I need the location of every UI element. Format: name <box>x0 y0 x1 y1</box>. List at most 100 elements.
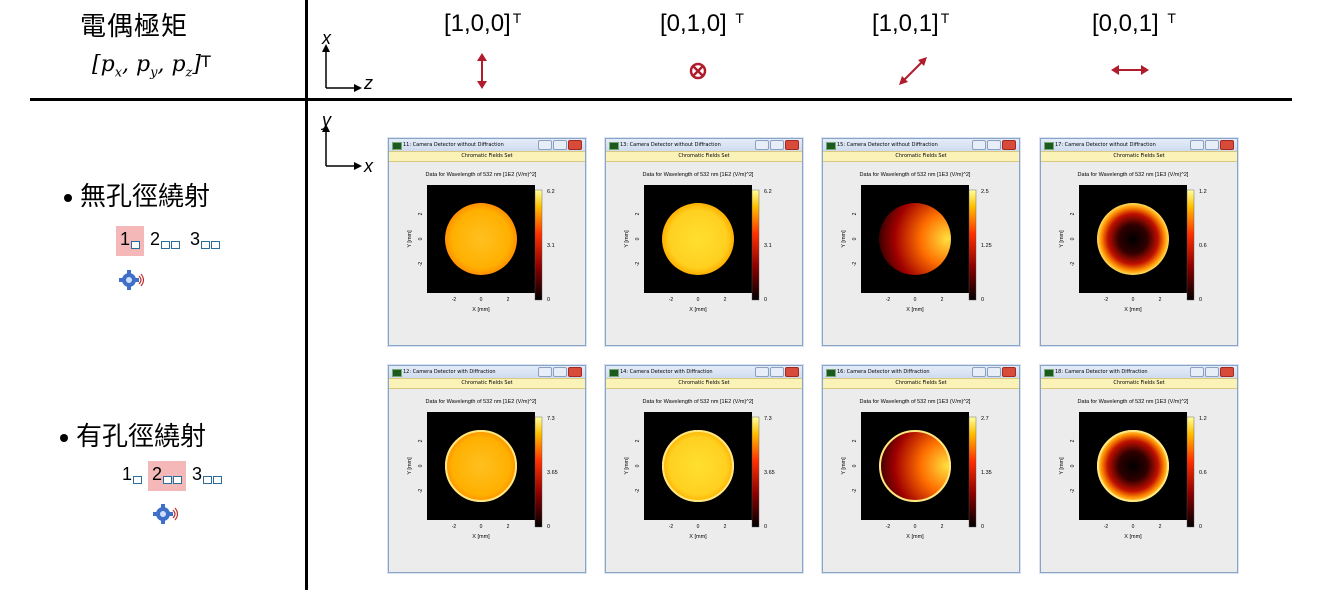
detector-window[interactable]: 16: Camera Detector with Diffraction Chro… <box>822 365 1020 573</box>
detector-window[interactable]: 14: Camera Detector with Diffraction Chro… <box>605 365 803 573</box>
row1-tab-1[interactable]: 1 <box>116 226 145 256</box>
settings-gear-icon[interactable] <box>118 266 144 292</box>
close-icon[interactable] <box>568 367 582 377</box>
window-titlebar[interactable]: 18: Camera Detector with Diffraction <box>1041 366 1237 378</box>
window-titlebar[interactable]: 14: Camera Detector with Diffraction <box>606 366 802 378</box>
y-axis-label: Y [mm] <box>1059 230 1065 248</box>
minimize-icon[interactable] <box>755 367 769 377</box>
window-app-icon <box>826 142 836 150</box>
field-disc <box>879 430 951 502</box>
window-title: 17: Camera Detector without Diffraction <box>1055 142 1156 148</box>
row2-tab-3[interactable]: 3 <box>188 461 226 491</box>
column-label-1: [1,0,0] T <box>444 10 522 37</box>
y-tick-label: -2 <box>635 262 641 267</box>
y-tick-label: -2 <box>418 262 424 267</box>
x-tick-label: 0 <box>1132 524 1135 530</box>
row2-tab-1[interactable]: 1 <box>118 461 146 491</box>
minimize-icon[interactable] <box>1190 367 1204 377</box>
colorbar-mid-label: 0.6 <box>1199 243 1207 249</box>
row2-tab-2[interactable]: 2 <box>148 461 187 491</box>
window-titlebar[interactable]: 17: Camera Detector without Diffraction <box>1041 139 1237 151</box>
maximize-icon[interactable] <box>770 140 784 150</box>
minimize-icon[interactable] <box>538 140 552 150</box>
maximize-icon[interactable] <box>553 367 567 377</box>
maximize-icon[interactable] <box>1205 140 1219 150</box>
maximize-icon[interactable] <box>553 140 567 150</box>
minimize-icon[interactable] <box>972 140 986 150</box>
minimize-icon[interactable] <box>1190 140 1204 150</box>
colorbar-max-label: 7.3 <box>547 416 555 422</box>
y-tick-label: 0 <box>1070 237 1076 240</box>
header-title: 電偶極矩 <box>80 12 189 42</box>
detector-window[interactable]: 15: Camera Detector without Diffraction C… <box>822 138 1020 346</box>
close-icon[interactable] <box>1220 367 1234 377</box>
intensity-plot: Data for Wavelength of 532 nm [1E2 (V/m)… <box>624 399 775 540</box>
x-axis-label: X [mm] <box>472 534 490 540</box>
window-app-icon <box>826 369 836 377</box>
close-icon[interactable] <box>785 367 799 377</box>
x-tick-label: 2 <box>724 297 727 303</box>
close-icon[interactable] <box>1220 140 1234 150</box>
window-titlebar[interactable]: 11: Camera Detector without Diffraction <box>389 139 585 151</box>
detector-window[interactable]: 18: Camera Detector with Diffraction Chro… <box>1040 365 1238 573</box>
y-tick-label: 0 <box>418 237 424 240</box>
header-divider <box>30 98 1292 101</box>
diffraction-ring <box>662 430 734 502</box>
field-disc <box>879 203 951 275</box>
maximize-icon[interactable] <box>1205 367 1219 377</box>
row1-tab-2[interactable]: 2 <box>146 226 184 256</box>
colorbar-min-label: 0 <box>547 297 550 303</box>
x-tick-label: 0 <box>914 297 917 303</box>
close-icon[interactable] <box>1002 367 1016 377</box>
colorbar <box>1186 189 1195 301</box>
maximize-icon[interactable] <box>987 140 1001 150</box>
colorbar-mid-label: 0.6 <box>1199 470 1207 476</box>
detector-window[interactable]: 12: Camera Detector with Diffraction Chro… <box>388 365 586 573</box>
close-icon[interactable] <box>785 140 799 150</box>
close-icon[interactable] <box>568 140 582 150</box>
x-axis-label: X [mm] <box>906 307 924 313</box>
window-titlebar[interactable]: 12: Camera Detector with Diffraction <box>389 366 585 378</box>
detector-window[interactable]: 11: Camera Detector without Diffraction C… <box>388 138 586 346</box>
y-axis-label: Y [mm] <box>407 230 413 248</box>
y-tick-label: 0 <box>635 464 641 467</box>
x-tick-label: 0 <box>480 524 483 530</box>
window-title: 11: Camera Detector without Diffraction <box>403 142 504 148</box>
minimize-icon[interactable] <box>755 140 769 150</box>
column-label-4: [0,0,1] T <box>1092 10 1176 37</box>
side-axis-x-label: x <box>364 156 373 176</box>
minimize-icon[interactable] <box>972 367 986 377</box>
settings-gear-icon[interactable] <box>152 500 178 526</box>
y-tick-label: 2 <box>635 212 641 215</box>
detector-window[interactable]: 17: Camera Detector without Diffraction C… <box>1040 138 1238 346</box>
y-tick-label: 0 <box>418 464 424 467</box>
top-axis-x-label: x <box>322 28 331 48</box>
y-axis-label: Y [mm] <box>1059 457 1065 475</box>
colorbar-max-label: 2.7 <box>981 416 989 422</box>
minimize-icon[interactable] <box>538 367 552 377</box>
maximize-icon[interactable] <box>987 367 1001 377</box>
top-axis-z-label: z <box>364 73 373 93</box>
field-disc <box>662 430 734 502</box>
window-subtitle: Chromatic Fields Set <box>389 151 585 162</box>
window-subtitle: Chromatic Fields Set <box>823 151 1019 162</box>
circle-cross-icon <box>689 62 707 80</box>
intensity-plot: Data for Wavelength of 532 nm [1E2 (V/m)… <box>407 172 555 313</box>
close-icon[interactable] <box>1002 140 1016 150</box>
x-tick-label: -2 <box>669 297 674 303</box>
window-titlebar[interactable]: 15: Camera Detector without Diffraction <box>823 139 1019 151</box>
x-axis-label: X [mm] <box>689 307 707 313</box>
maximize-icon[interactable] <box>770 367 784 377</box>
window-titlebar[interactable]: 13: Camera Detector without Diffraction <box>606 139 802 151</box>
window-app-icon <box>1044 142 1054 150</box>
row1-tab-3[interactable]: 3 <box>186 226 224 256</box>
x-tick-label: 2 <box>507 297 510 303</box>
window-titlebar[interactable]: 16: Camera Detector with Diffraction <box>823 366 1019 378</box>
x-tick-label: 0 <box>697 297 700 303</box>
colorbar <box>751 416 760 528</box>
detector-window[interactable]: 13: Camera Detector without Diffraction C… <box>605 138 803 346</box>
plot-title: Data for Wavelength of 532 nm [1E3 (V/m)… <box>860 399 971 405</box>
top-axes-icon <box>322 44 362 92</box>
x-axis-label: X [mm] <box>1124 534 1142 540</box>
x-tick-label: 0 <box>1132 297 1135 303</box>
